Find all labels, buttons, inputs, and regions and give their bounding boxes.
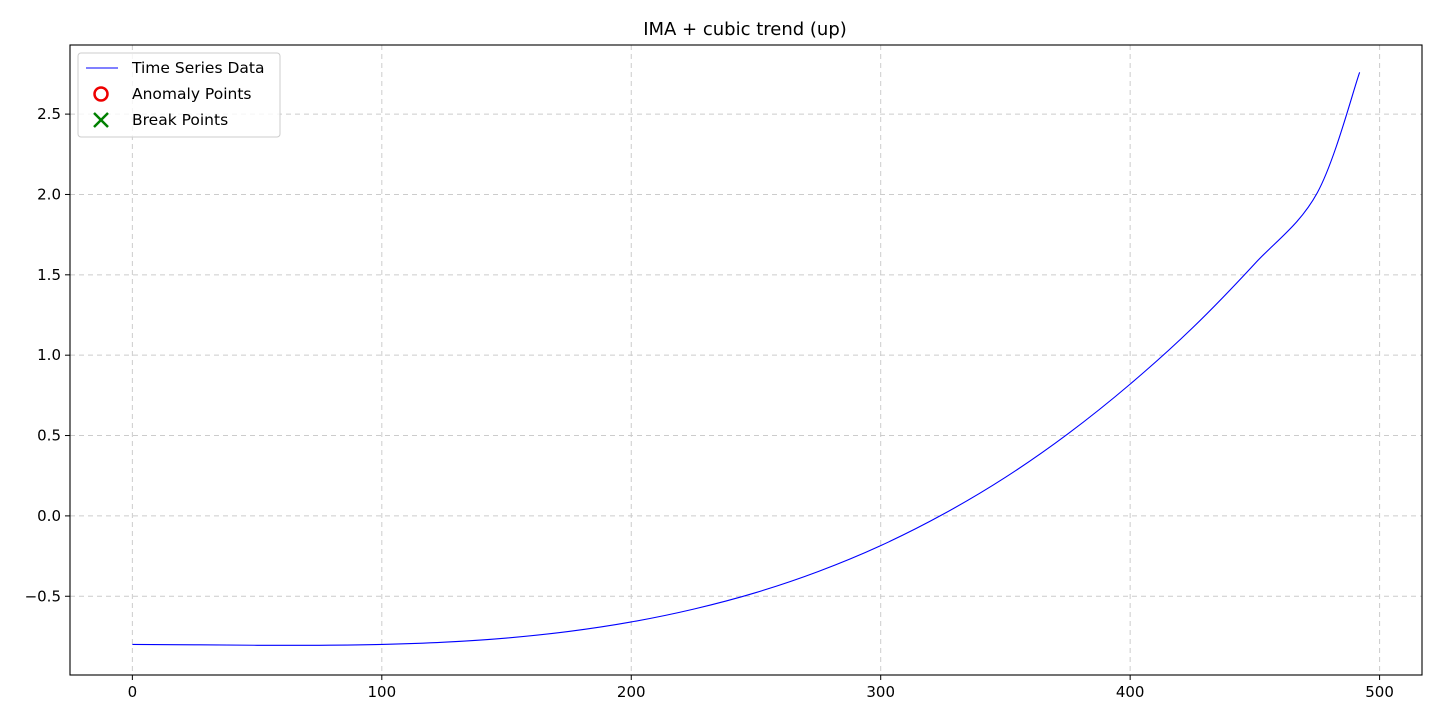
legend-label: Break Points bbox=[132, 111, 228, 129]
x-tick-label: 0 bbox=[128, 683, 138, 701]
grid bbox=[70, 45, 1422, 675]
x-tick-label: 300 bbox=[866, 683, 895, 701]
legend-x-marker bbox=[93, 112, 109, 128]
x-tick-label: 200 bbox=[617, 683, 646, 701]
series-line bbox=[132, 72, 1361, 646]
y-tick-label: 2.0 bbox=[37, 185, 61, 203]
y-tick-label: 1.0 bbox=[37, 346, 61, 364]
y-tick-label: 2.5 bbox=[37, 105, 61, 123]
legend: Time Series Data Anomaly Points Break Poin… bbox=[77, 52, 281, 138]
y-tick-label: 0.0 bbox=[37, 507, 61, 525]
series-layer bbox=[132, 72, 1361, 646]
y-tick-label: 1.5 bbox=[37, 266, 61, 284]
x-tick-label: 100 bbox=[367, 683, 396, 701]
legend-box bbox=[77, 52, 281, 138]
x-tick-label: 500 bbox=[1365, 683, 1394, 701]
legend-circle-marker bbox=[93, 86, 109, 102]
x-tick-label: 400 bbox=[1116, 683, 1145, 701]
axis-ticks: 0 100 200 300 400 500 −0.5 0.0 0.5 1.0 1.5 2.0 2.5 bbox=[25, 105, 1394, 701]
y-tick-label: 0.5 bbox=[37, 427, 61, 445]
y-tick-label: −0.5 bbox=[25, 587, 61, 605]
legend-label: Anomaly Points bbox=[132, 85, 251, 103]
chart-title: IMA + cubic trend (up) bbox=[643, 19, 847, 40]
plot-frame bbox=[69, 44, 1423, 676]
legend-label: Time Series Data bbox=[131, 59, 264, 77]
